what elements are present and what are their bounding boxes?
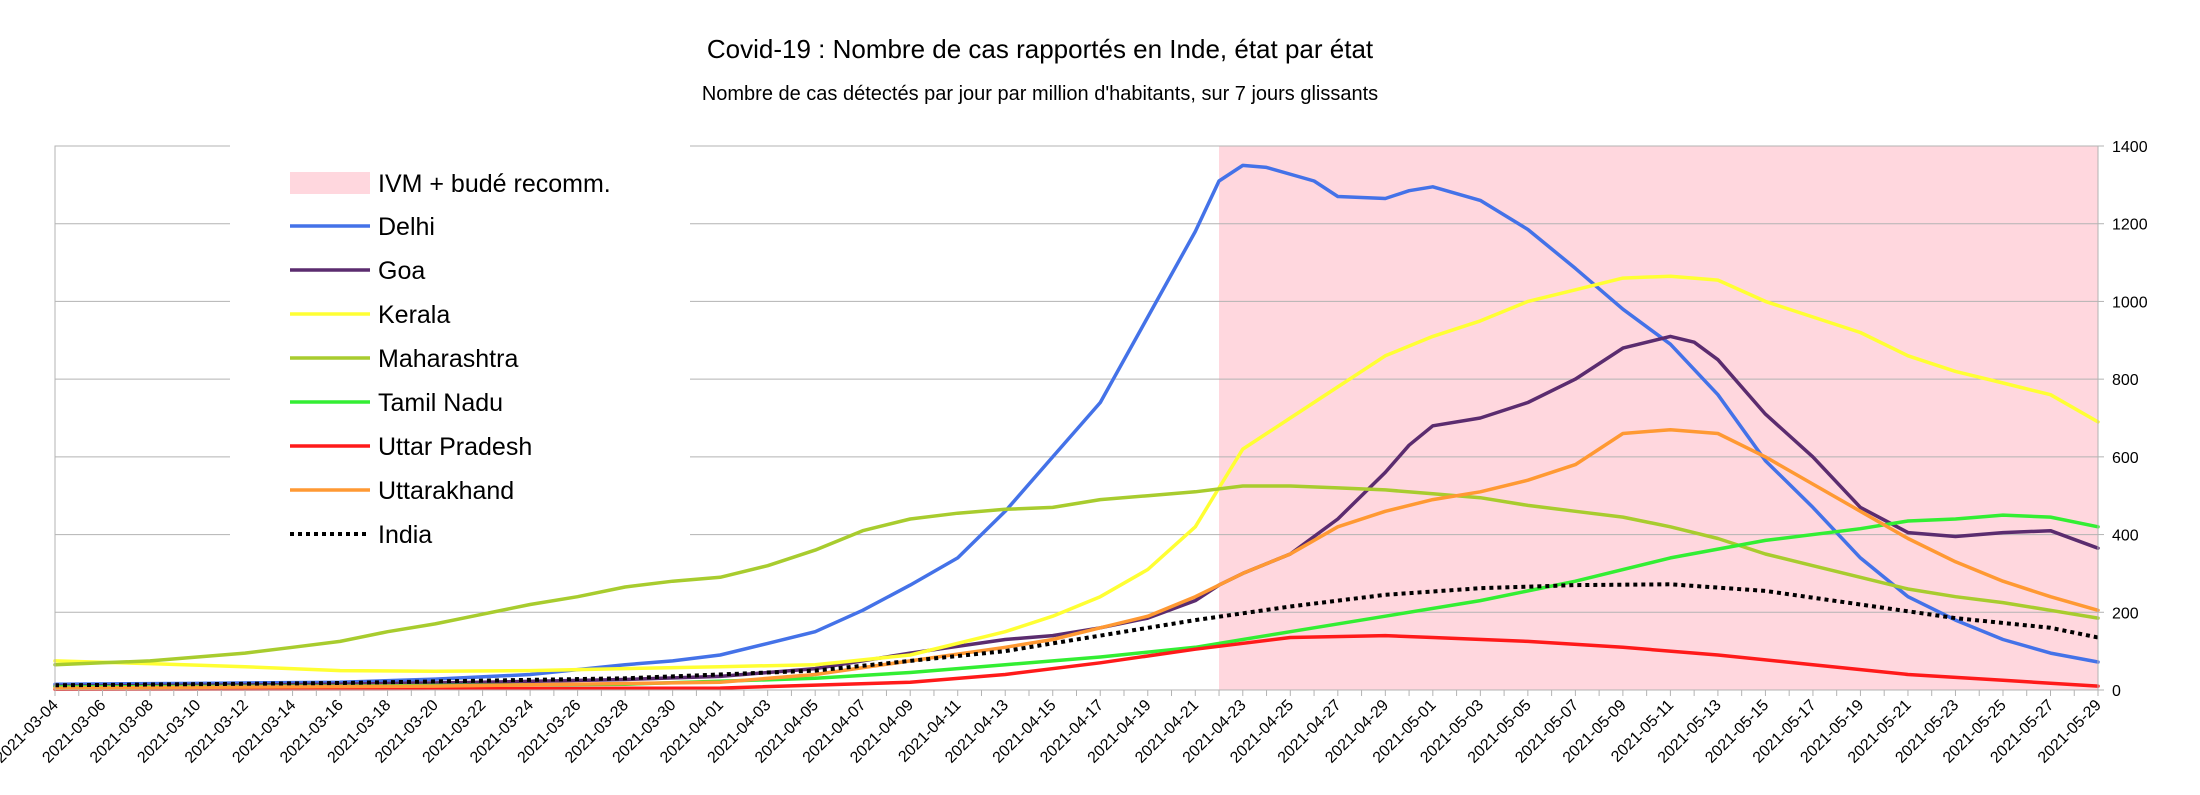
- y-tick-label: 1000: [2112, 294, 2148, 311]
- series-line: [53, 513, 2100, 689]
- y-tick-label: 800: [2112, 372, 2139, 389]
- legend-label: Maharashtra: [378, 345, 518, 373]
- y-tick-label: 0: [2112, 683, 2121, 700]
- series-line: [54, 582, 2099, 688]
- legend-label: IVM + budé recomm.: [378, 170, 611, 198]
- series-line: [53, 163, 2100, 686]
- series-line: [53, 427, 2100, 690]
- legend-label: Delhi: [378, 213, 435, 241]
- y-tick-label: 600: [2112, 450, 2139, 467]
- legend-label: India: [378, 521, 432, 549]
- y-tick-label: 200: [2112, 605, 2139, 622]
- chart-subtitle: Nombre de cas détectés par jour par mill…: [702, 83, 1378, 105]
- legend-label: Uttarakhand: [378, 477, 514, 505]
- legend-swatch: [290, 172, 370, 194]
- legend-label: Kerala: [378, 301, 450, 329]
- chart-title: Covid-19 : Nombre de cas rapportés en In…: [707, 34, 1374, 64]
- series-line: [53, 274, 2100, 674]
- legend-label: Uttar Pradesh: [378, 433, 532, 461]
- y-tick-label: 1400: [2112, 139, 2148, 156]
- legend-label: Goa: [378, 257, 425, 285]
- series-line: [53, 633, 2100, 691]
- y-tick-label: 400: [2112, 528, 2139, 545]
- legend-label: Tamil Nadu: [378, 389, 503, 417]
- legend-box: [230, 144, 690, 546]
- series-line: [53, 484, 2100, 667]
- y-tick-label: 1200: [2112, 217, 2148, 234]
- shaded-region: [1219, 146, 2098, 690]
